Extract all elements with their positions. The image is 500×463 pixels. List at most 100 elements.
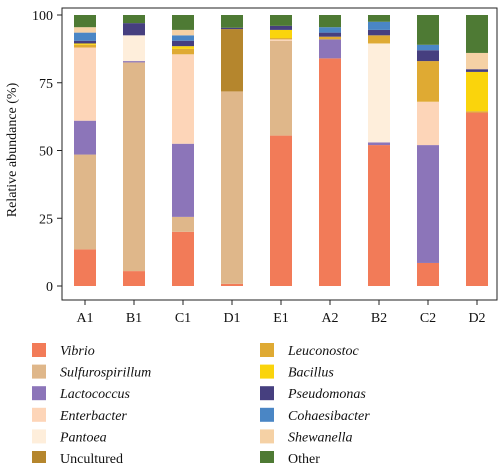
bar-segment-d2-pseudomonas xyxy=(466,69,488,72)
legend-swatch-cohaesibacter xyxy=(260,407,274,422)
x-tick-label: A1 xyxy=(76,311,93,326)
legend-swatch-pseudomonas xyxy=(260,386,274,401)
bar-segment-c1-leuconostoc xyxy=(172,48,194,55)
bar-segment-b1-vibrio xyxy=(123,271,145,286)
bar-segment-d2-leuconostoc xyxy=(466,111,488,113)
bar-segment-e1-leuconostoc xyxy=(270,38,292,40)
bar-segment-b2-pantoea xyxy=(368,43,390,143)
legend-label-cohaesibacter: Cohaesibacter xyxy=(288,409,370,424)
bar-segment-c2-lactococcus xyxy=(417,145,439,263)
y-tick-label: 100 xyxy=(32,9,53,24)
bar-segment-e1-bacillus xyxy=(270,29,292,39)
legend-swatch-vibrio xyxy=(32,343,46,357)
bar-segment-c1-lactococcus xyxy=(172,143,194,217)
bar-segment-e1-pseudomonas xyxy=(270,25,292,30)
bar-segment-e1-other xyxy=(270,15,292,26)
x-tick-label: D2 xyxy=(468,311,485,326)
x-tick-label: C2 xyxy=(420,311,436,326)
legend-label-pantoea: Pantoea xyxy=(59,430,107,445)
x-tick-label: E1 xyxy=(273,311,289,326)
x-tick-label: B1 xyxy=(126,311,142,326)
legend-swatch-lactococcus xyxy=(32,386,46,401)
bar-segment-a1-pseudomonas xyxy=(74,40,96,44)
bar-segment-d1-sulfurospirillum xyxy=(221,91,243,284)
x-tick-label: B2 xyxy=(371,311,387,326)
bar-segment-b1-pantoea xyxy=(123,35,145,62)
bar-segment-d1-vibrio xyxy=(221,283,243,286)
bar-segment-a1-vibrio xyxy=(74,249,96,286)
bar-segment-a1-sulfurospirillum xyxy=(74,154,96,250)
legend-label-shewanella: Shewanella xyxy=(288,430,353,445)
legend-label-lactococcus: Lactococcus xyxy=(59,387,131,402)
legend-label-uncultured: Uncultured xyxy=(60,452,123,463)
bar-segment-d2-shewanella xyxy=(466,52,488,70)
bar-segment-a2-vibrio xyxy=(319,58,341,286)
legend-swatch-uncultured xyxy=(32,451,46,463)
legend-swatch-sulfurospirillum xyxy=(32,364,46,379)
bar-segment-c2-pseudomonas xyxy=(417,50,439,62)
bar-segment-a2-other xyxy=(319,15,341,28)
bar-segment-d2-other xyxy=(466,15,488,53)
bar-segment-c1-bacillus xyxy=(172,46,194,49)
bar-segment-c1-shewanella xyxy=(172,29,194,36)
legend-swatch-pantoea xyxy=(32,429,46,444)
legend-swatch-shewanella xyxy=(260,429,274,444)
bar-segment-a1-cohaesibacter xyxy=(74,32,96,41)
x-tick-label: C1 xyxy=(175,311,191,326)
legend-swatch-bacillus xyxy=(260,364,274,379)
bar-segment-c2-cohaesibacter xyxy=(417,44,439,51)
x-tick-label: A2 xyxy=(321,311,338,326)
bar-segment-a1-bacillus xyxy=(74,43,96,45)
bar-segment-a2-pseudomonas xyxy=(319,32,341,37)
bar-segment-a1-enterbacter xyxy=(74,47,96,121)
bar-segment-b2-leuconostoc xyxy=(368,35,390,44)
bar-segment-d1-other xyxy=(221,15,243,28)
bar-segment-c2-other xyxy=(417,15,439,45)
bar-segment-a2-leuconostoc xyxy=(319,36,341,40)
y-tick-label: 50 xyxy=(39,145,53,160)
legend-swatch-other xyxy=(260,451,274,463)
bar-segment-c1-other xyxy=(172,15,194,30)
y-tick-label: 75 xyxy=(39,77,53,92)
y-tick-label: 25 xyxy=(39,212,53,227)
bar-segment-c1-cohaesibacter xyxy=(172,35,194,41)
bar-segment-a1-other xyxy=(74,15,96,28)
bar-segment-a2-lactococcus xyxy=(319,39,341,59)
bar-segment-e1-vibrio xyxy=(270,135,292,286)
bar-segment-e1-enterbacter xyxy=(270,39,292,41)
bar-segment-a1-shewanella xyxy=(74,27,96,33)
bar-segment-b1-other xyxy=(123,15,145,24)
bar-segment-c1-pseudomonas xyxy=(172,40,194,47)
bar-segment-e1-sulfurospirillum xyxy=(270,40,292,136)
legend-label-bacillus: Bacillus xyxy=(288,366,334,381)
bar-segment-c1-vibrio xyxy=(172,231,194,286)
bar-segment-b1-sulfurospirillum xyxy=(123,62,145,272)
legend-label-pseudomonas: Pseudomonas xyxy=(287,387,366,402)
bar-segment-b1-pseudomonas xyxy=(123,23,145,36)
bar-segment-c1-sulfurospirillum xyxy=(172,216,194,232)
plot-area: 0 25 50 75 100 A1 B1 C1 D1 E1 A2 B2 C2 D2 xyxy=(32,7,498,326)
bar-segment-b2-vibrio xyxy=(368,145,390,286)
legend-label-leuconostoc: Leuconostoc xyxy=(287,344,360,359)
legend: Vibrio Sulfurospirillum Lactococcus Enterba… xyxy=(32,343,370,463)
legend-label-other: Other xyxy=(288,452,320,463)
bar-segment-d1-pseudomonas xyxy=(221,27,243,30)
plot-frame xyxy=(61,7,498,301)
bar-segment-d2-vibrio xyxy=(466,112,488,286)
bar-segment-b2-pseudomonas xyxy=(368,29,390,36)
bar-segment-c1-enterbacter xyxy=(172,54,194,144)
y-axis-title: Relative abundance (%) xyxy=(5,82,20,217)
bar-segment-c2-enterbacter xyxy=(417,101,439,146)
y-tick-label: 0 xyxy=(46,280,53,295)
bar-segment-b2-lactococcus xyxy=(368,142,390,146)
bar-segment-d1-uncultured xyxy=(221,29,243,92)
legend-swatch-leuconostoc xyxy=(260,343,274,357)
legend-label-vibrio: Vibrio xyxy=(60,344,95,359)
bar-segment-b2-cohaesibacter xyxy=(368,21,390,30)
bar-segment-b1-lactococcus xyxy=(123,61,145,63)
bar-segment-a1-lactococcus xyxy=(74,120,96,155)
bar-segment-a1-leuconostoc xyxy=(74,44,96,48)
legend-swatch-enterbacter xyxy=(32,407,46,422)
bar-segment-c2-vibrio xyxy=(417,262,439,286)
